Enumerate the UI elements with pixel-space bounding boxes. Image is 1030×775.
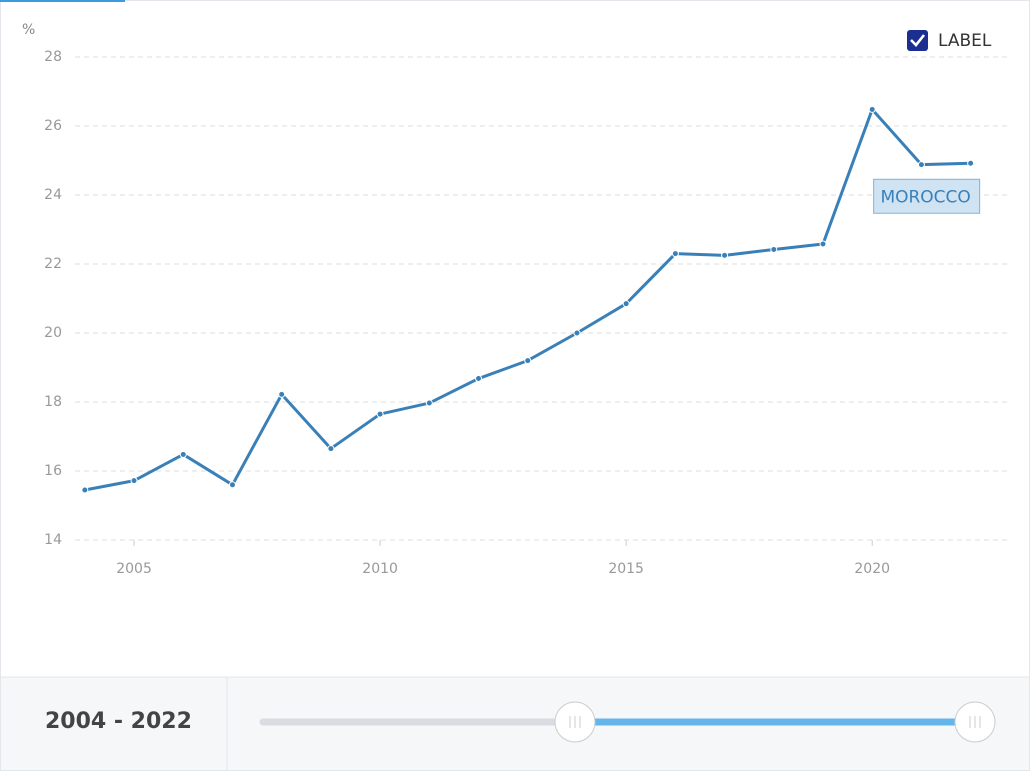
range-text: 2004 - 2022 (45, 709, 192, 734)
x-tick-label: 2015 (608, 561, 644, 577)
checkbox[interactable] (907, 30, 928, 51)
handle-grip (569, 716, 581, 728)
data-point (327, 445, 335, 453)
label-toggle[interactable]: LABEL (907, 30, 992, 51)
handle-grip (969, 716, 981, 728)
data-point (819, 240, 827, 248)
y-tick-label: 28 (44, 49, 62, 65)
data-point (425, 399, 433, 407)
data-point (917, 161, 925, 169)
data-point (228, 481, 236, 489)
y-tick-label: 20 (44, 325, 62, 341)
data-point (81, 486, 89, 494)
data-point (770, 246, 778, 254)
y-tick-label: 22 (44, 256, 62, 272)
x-tick-label: 2020 (854, 561, 890, 577)
data-point (671, 250, 679, 258)
data-point (278, 390, 286, 398)
data-point (721, 251, 729, 259)
data-point (573, 329, 581, 337)
series-label: MOROCCO (880, 187, 970, 207)
data-point (868, 105, 876, 113)
data-point (524, 357, 532, 365)
data-point (967, 159, 975, 167)
data-point (376, 410, 384, 418)
label-toggle-text[interactable]: LABEL (938, 31, 992, 51)
data-point (622, 300, 630, 308)
y-tick-label: 26 (44, 118, 62, 134)
series-label-box (873, 178, 981, 214)
y-tick-label: 16 (44, 463, 62, 479)
data-point (130, 477, 138, 485)
y-tick-label: 18 (44, 394, 62, 410)
y-tick-label: 24 (44, 187, 62, 203)
data-point (179, 450, 187, 458)
checkmark (910, 34, 926, 47)
data-point (475, 375, 483, 383)
y-tick-label: 14 (44, 532, 62, 548)
x-tick-label: 2010 (362, 561, 398, 577)
x-tick-label: 2005 (116, 561, 152, 577)
y-axis-unit: % (22, 22, 35, 38)
